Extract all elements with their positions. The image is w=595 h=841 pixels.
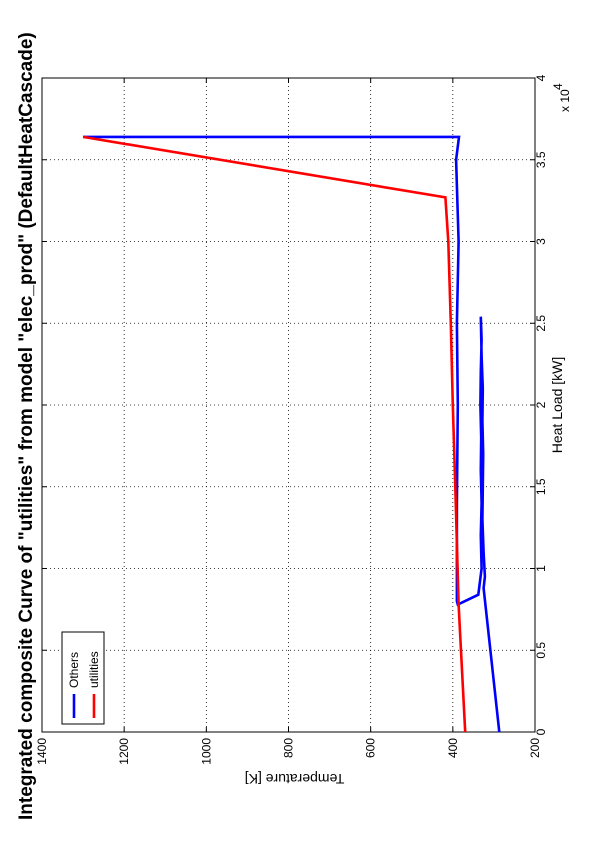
legend-label: Others	[67, 652, 81, 688]
legend-box	[61, 631, 105, 725]
x-tick-label: 1	[534, 565, 548, 572]
x-tick-label: 2	[534, 401, 548, 408]
x-tick-label: 4	[534, 74, 548, 81]
y-tick-label: 600	[364, 738, 378, 758]
series-line-utilities	[82, 135, 467, 733]
x-tick-label: 3	[534, 238, 548, 245]
x-tick-label: 2.5	[534, 315, 548, 332]
x-tick-label: 0.5	[534, 642, 548, 659]
y-tick-label: 400	[446, 738, 460, 758]
y-axis-label: Temperature [K]	[245, 771, 345, 787]
y-tick-label: 800	[282, 738, 296, 758]
y-tick-label: 1400	[35, 738, 49, 765]
series-line-others	[83, 135, 501, 733]
y-tick-label: 1000	[199, 738, 213, 765]
x-multiplier-exponent: 4	[551, 83, 565, 90]
y-tick-label: 200	[528, 738, 542, 758]
chart-title: Integrated composite Curve of "utilities…	[16, 32, 37, 820]
plot-layer: 0 0.5 1 1.5 2 2.5 3 3.5 4 200 400 600 800 1000 1200 140…	[16, 32, 572, 820]
x-axis-label: Heat Load [kW]	[549, 357, 565, 454]
y-tick-label: 1200	[117, 738, 131, 765]
x-tick-label: 1.5	[534, 478, 548, 495]
x-tick-label: 0	[534, 728, 548, 735]
x-tick-label: 3.5	[534, 151, 548, 168]
x-multiplier-label: x 10	[558, 89, 572, 112]
legend-label: utilities	[87, 651, 101, 688]
